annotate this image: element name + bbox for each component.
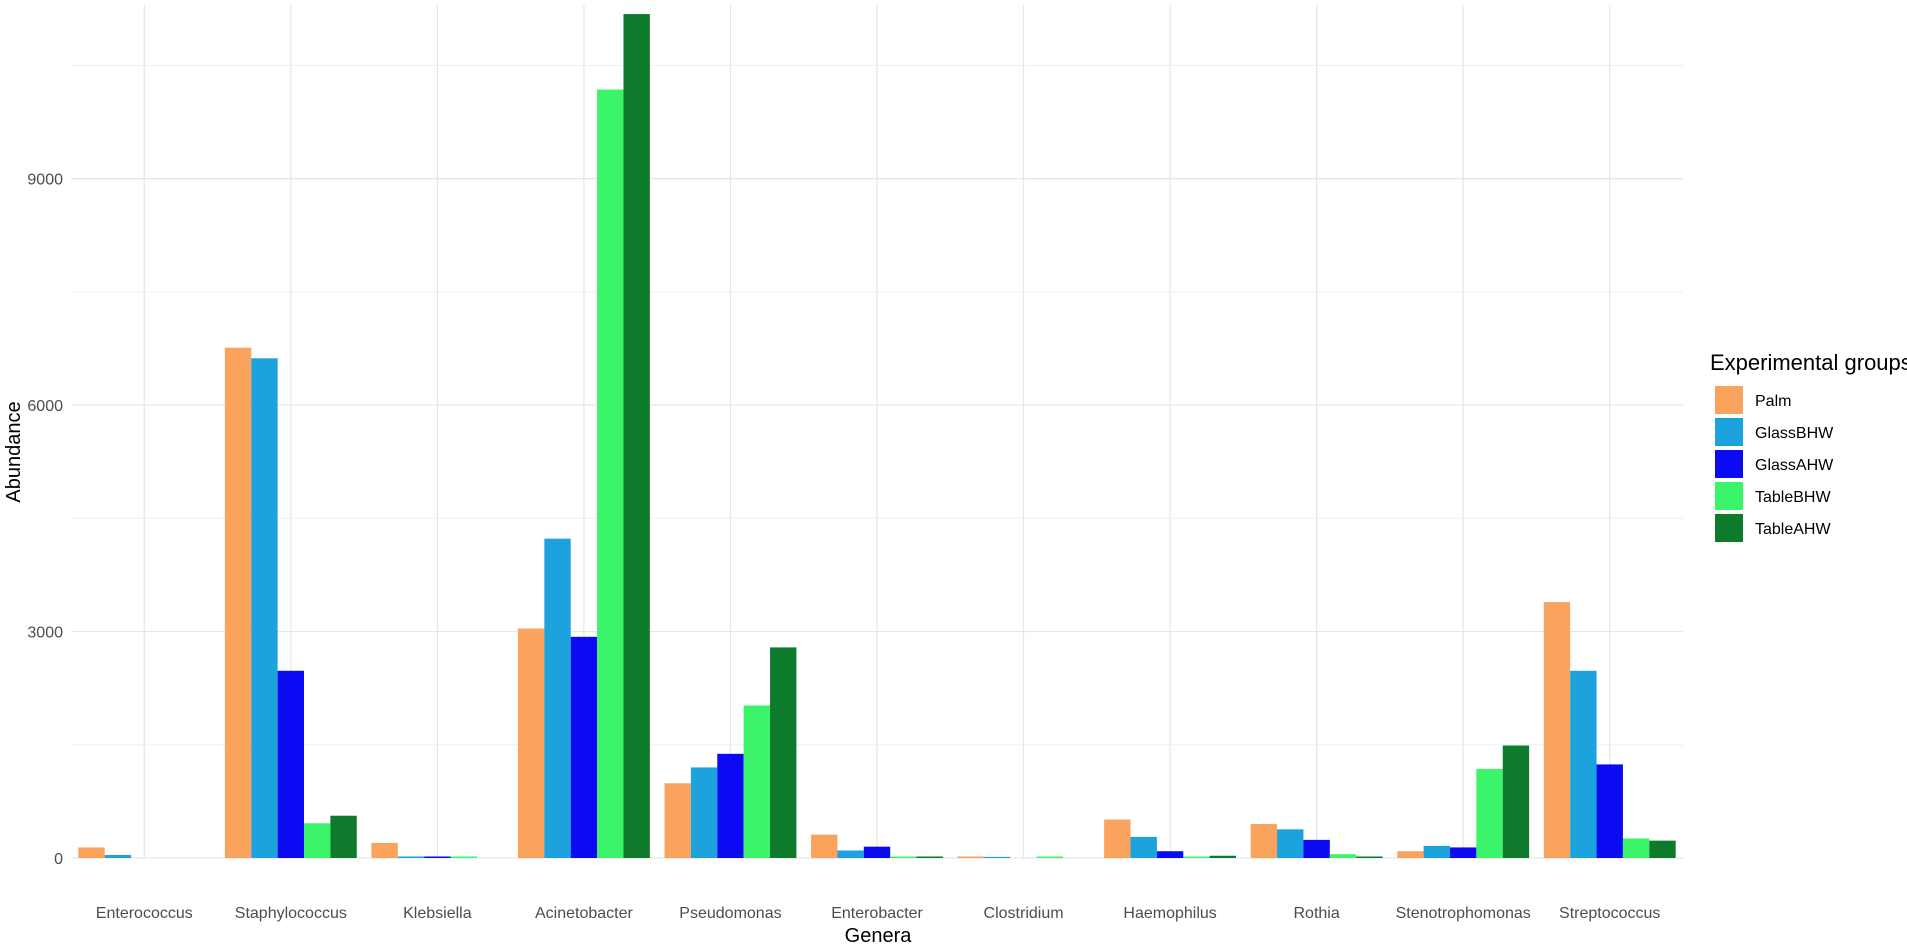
x-tick-label: Pseudomonas — [679, 905, 781, 922]
legend-swatch-glassahw — [1715, 450, 1743, 478]
legend-swatch-glassbhw — [1715, 418, 1743, 446]
bar-tableahw-haemophilus — [1209, 855, 1237, 858]
bar-glassahw-acinetobacter — [570, 636, 598, 858]
bar-tableahw-streptococcus — [1649, 840, 1676, 858]
legend-swatch-tableahw — [1715, 514, 1743, 542]
bar-palm-enterobacter — [811, 834, 838, 858]
x-tick-label: Clostridium — [984, 905, 1064, 922]
bar-glassbhw-klebsiella — [397, 856, 425, 858]
bar-glassahw-streptococcus — [1596, 764, 1623, 858]
y-tick-label: 0 — [54, 851, 63, 868]
bar-palm-clostridium — [957, 856, 984, 858]
x-tick-labels: Enterococcus Staphylococcus Klebsiella Acin… — [96, 905, 1661, 922]
legend: Experimental groups Palm GlassBHW GlassAHW… — [1710, 350, 1907, 542]
bar-glassbhw-pseudomonas — [690, 767, 718, 858]
bar-tablebhw-stenotrophomonas — [1476, 768, 1503, 858]
bar-palm-staphylococcus — [224, 347, 252, 858]
bar-tablebhw-clostridium — [1036, 856, 1064, 858]
legend-title: Experimental groups — [1710, 350, 1907, 375]
bars — [78, 14, 1676, 858]
bar-glassbhw-streptococcus — [1570, 670, 1597, 858]
x-tick-label: Rothia — [1294, 905, 1340, 922]
x-tick-label: Klebsiella — [403, 905, 472, 922]
bar-glassahw-staphylococcus — [277, 670, 305, 858]
bar-glassahw-klebsiella — [424, 856, 451, 858]
bar-glassbhw-enterobacter — [837, 850, 864, 858]
x-axis-title: Genera — [845, 925, 913, 944]
y-axis-title: Abundance — [3, 401, 25, 502]
y-tick-labels: 0 3000 6000 9000 — [27, 172, 63, 868]
bar-tableahw-pseudomonas — [770, 647, 797, 858]
bar-palm-rothia — [1250, 824, 1278, 858]
y-tick-label: 3000 — [27, 625, 63, 642]
bar-tablebhw-staphylococcus — [304, 823, 331, 858]
bar-tablebhw-enterobacter — [890, 856, 917, 858]
x-tick-label: Enterococcus — [96, 905, 193, 922]
bar-tableahw-rothia — [1356, 856, 1383, 858]
legend-label-glassbhw: GlassBHW — [1755, 425, 1834, 442]
bar-palm-stenotrophomonas — [1397, 851, 1424, 858]
bar-tablebhw-streptococcus — [1622, 838, 1650, 858]
legend-label-glassahw: GlassAHW — [1755, 457, 1834, 474]
bar-glassahw-haemophilus — [1156, 851, 1184, 858]
y-tick-label: 9000 — [27, 172, 63, 189]
bar-glassbhw-acinetobacter — [544, 538, 571, 858]
bar-palm-klebsiella — [371, 842, 398, 858]
bar-tablebhw-pseudomonas — [743, 705, 771, 858]
bar-tablebhw-acinetobacter — [597, 89, 624, 858]
bar-glassbhw-clostridium — [983, 856, 1011, 858]
bar-glassahw-rothia — [1303, 839, 1330, 858]
bar-palm-acinetobacter — [517, 628, 545, 858]
x-tick-label: Streptococcus — [1559, 905, 1660, 922]
bar-glassbhw-stenotrophomonas — [1423, 845, 1450, 858]
legend-label-palm: Palm — [1755, 393, 1791, 410]
bar-glassahw-stenotrophomonas — [1449, 847, 1477, 858]
bar-glassbhw-rothia — [1277, 829, 1304, 858]
y-tick-label: 6000 — [27, 398, 63, 415]
bar-palm-enterococcus — [78, 847, 105, 858]
bar-glassbhw-haemophilus — [1130, 836, 1157, 858]
bar-tableahw-staphylococcus — [330, 815, 357, 858]
x-tick-label: Staphylococcus — [235, 905, 347, 922]
grid — [71, 5, 1683, 859]
bar-palm-haemophilus — [1104, 819, 1131, 858]
x-tick-label: Haemophilus — [1123, 905, 1216, 922]
legend-swatch-palm — [1715, 386, 1743, 414]
bar-tableahw-stenotrophomonas — [1502, 745, 1530, 858]
bar-palm-streptococcus — [1543, 602, 1571, 858]
legend-label-tableahw: TableAHW — [1755, 521, 1831, 538]
bar-glassbhw-enterococcus — [104, 854, 132, 858]
bar-tablebhw-rothia — [1329, 854, 1357, 858]
x-tick-label: Enterobacter — [831, 905, 923, 922]
bar-tableahw-acinetobacter — [623, 14, 650, 858]
bar-tableahw-enterobacter — [916, 856, 943, 858]
legend-swatch-tablebhw — [1715, 482, 1743, 510]
bar-glassahw-pseudomonas — [717, 753, 744, 858]
bar-glassahw-enterobacter — [863, 846, 891, 858]
x-tick-label: Acinetobacter — [535, 905, 634, 922]
legend-label-tablebhw: TableBHW — [1755, 489, 1831, 506]
bar-tablebhw-klebsiella — [450, 856, 477, 858]
x-tick-label: Stenotrophomonas — [1396, 905, 1531, 922]
bar-glassbhw-staphylococcus — [251, 358, 278, 858]
bar-palm-pseudomonas — [664, 783, 691, 858]
bar-tablebhw-haemophilus — [1183, 856, 1210, 858]
